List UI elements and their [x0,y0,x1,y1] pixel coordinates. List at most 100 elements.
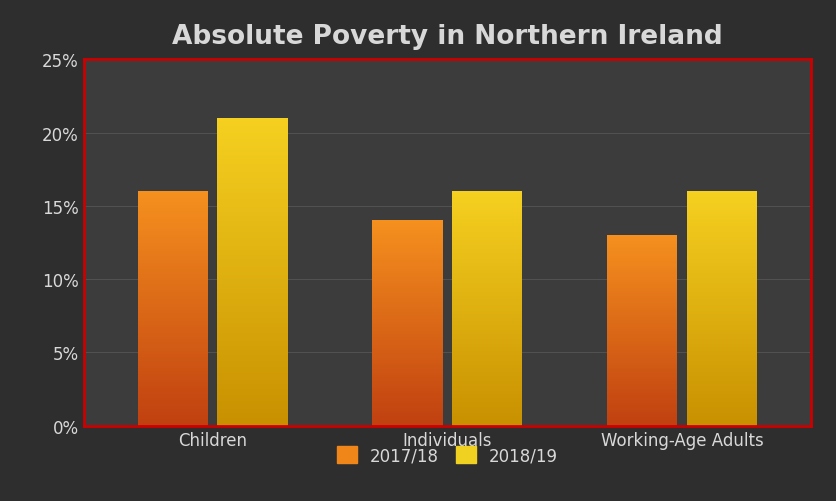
Bar [607,297,677,298]
Bar [607,422,677,423]
Bar [138,203,208,204]
Bar [686,246,757,248]
Bar [607,326,677,327]
Bar [372,274,442,276]
Bar [686,343,757,344]
Bar [138,271,208,273]
Bar [217,332,288,334]
Bar [686,236,757,237]
Bar [217,350,288,352]
Bar [372,242,442,243]
Bar [372,422,442,423]
Bar [217,149,288,151]
Bar [138,245,208,247]
Bar [217,300,288,302]
Bar [686,358,757,359]
Bar [686,316,757,317]
Bar [138,234,208,235]
Bar [452,231,522,233]
Bar [452,340,522,342]
Bar [372,382,442,383]
Bar [452,302,522,303]
Bar [686,229,757,230]
Bar [372,346,442,347]
Bar [217,377,288,378]
Bar [607,331,677,332]
Bar [607,322,677,323]
Bar [686,298,757,300]
Bar [372,322,442,324]
Bar [372,304,442,305]
Bar [607,298,677,300]
Bar [686,337,757,338]
Bar [138,207,208,208]
Bar [372,329,442,330]
Bar [138,353,208,355]
Bar [138,350,208,351]
Bar [607,314,677,315]
Bar [452,410,522,412]
Bar [686,263,757,265]
Bar [138,368,208,370]
Bar [607,418,677,419]
Bar [217,315,288,317]
Bar [372,420,442,422]
Bar [372,277,442,279]
Bar [686,335,757,336]
Bar [686,270,757,272]
Bar [686,218,757,220]
Bar [607,325,677,326]
Bar [372,352,442,353]
Bar [217,364,288,366]
Bar [138,359,208,360]
Bar [607,265,677,266]
Bar [686,336,757,337]
Bar [138,311,208,312]
Bar [452,322,522,323]
Bar [607,425,677,426]
Bar [217,140,288,142]
Bar [452,235,522,236]
Bar [138,301,208,302]
Bar [138,285,208,287]
Bar [607,409,677,411]
Bar [138,232,208,234]
Bar [452,244,522,245]
Bar [607,328,677,329]
Bar [217,352,288,354]
Bar [217,335,288,337]
Bar [372,403,442,404]
Bar [138,276,208,277]
Bar [686,197,757,199]
Bar [217,233,288,235]
Bar [138,290,208,291]
Bar [217,423,288,424]
Bar [372,372,442,374]
Bar [217,194,288,195]
Bar [607,368,677,369]
Bar [372,398,442,399]
Bar [372,302,442,303]
Bar [452,208,522,209]
Bar [686,296,757,297]
Bar [452,408,522,409]
Bar [372,404,442,405]
Bar [452,370,522,371]
Bar [372,260,442,261]
Bar [372,349,442,350]
Bar [217,158,288,160]
Bar [452,326,522,328]
Bar [138,377,208,378]
Bar [138,201,208,202]
Bar [607,248,677,249]
Bar [607,397,677,398]
Bar [217,145,288,146]
Bar [452,422,522,423]
Bar [686,398,757,399]
Bar [372,256,442,257]
Bar [452,294,522,295]
Bar [686,344,757,345]
Bar [138,417,208,419]
Bar [138,278,208,280]
Bar [686,231,757,233]
